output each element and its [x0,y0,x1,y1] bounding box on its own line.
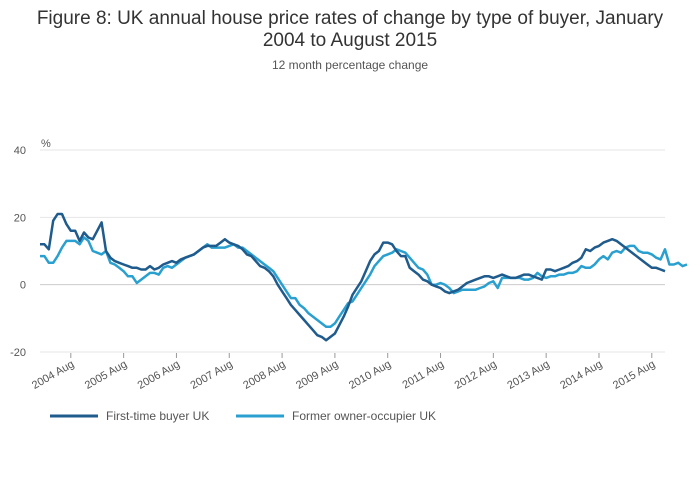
x-axis-ticks: 2004 Aug 2005 Aug 2006 Aug 2007 Aug 2008 Aug… [30,353,657,392]
chart-title-line2: 2004 to August 2015 [263,30,437,51]
x-tick-label: 2013 Aug [505,358,551,392]
x-tick-label: 2006 Aug [136,358,182,392]
y-axis-unit-label: % [41,138,51,150]
chart-subtitle: 12 month percentage change [272,58,428,72]
legend-label-former-owner-occupier[interactable]: Former owner-occupier UK [292,409,436,423]
y-axis-ticks: 40 20 0 -20 [10,145,26,359]
x-tick-label: 2008 Aug [241,358,287,392]
x-tick-label: 2010 Aug [347,358,393,392]
x-tick-label: 2007 Aug [188,358,234,392]
series-line-former-owner-occupier [40,236,688,329]
x-tick-label: 2015 Aug [611,358,657,392]
x-tick-label: 2014 Aug [558,358,604,392]
legend-label-first-time-buyer[interactable]: First-time buyer UK [106,409,209,423]
y-tick-label: 0 [20,280,26,292]
y-tick-label: 20 [14,212,26,224]
legend[interactable]: First-time buyer UK Former owner-occupie… [50,409,436,423]
y-tick-label: -20 [10,347,26,359]
chart-title-line1: Figure 8: UK annual house price rates of… [37,8,664,29]
series-line-first-time-buyer [40,212,666,342]
x-tick-label: 2012 Aug [453,358,499,392]
gridlines [40,149,665,353]
x-tick-label: 2005 Aug [83,358,129,392]
x-tick-label: 2011 Aug [400,358,446,391]
x-tick-label: 2004 Aug [30,358,76,392]
x-tick-label: 2009 Aug [294,358,340,392]
y-tick-label: 40 [14,145,26,157]
series-lines [40,212,688,342]
